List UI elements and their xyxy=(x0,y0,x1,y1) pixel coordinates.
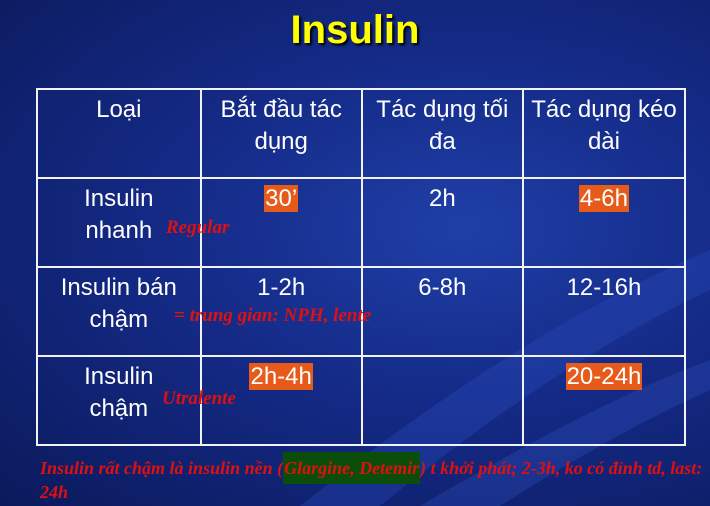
header-duration: Tác dụng kéo dài xyxy=(521,88,687,179)
row-onset: 30’ xyxy=(199,177,363,268)
row-peak: 2h xyxy=(360,177,524,268)
row-name: Insulin chậm xyxy=(36,355,202,446)
row-duration: 4-6h xyxy=(521,177,687,268)
table-row: Insulin bán chậm 1-2h 6-8h 12-16h xyxy=(36,266,687,357)
footer-text-after: ) t khởi phát; 2-3h, ko có đỉnh td, last… xyxy=(40,458,703,502)
slide-title: Insulin xyxy=(290,8,420,52)
header-type: Loại xyxy=(36,88,202,179)
duration-value: 20-24h xyxy=(565,363,643,390)
table-header-row: Loại Bắt đầu tác dụng Tác dụng tối đa Tá… xyxy=(36,88,687,179)
row-name: Insulin bán chậm xyxy=(36,266,202,357)
footer-note: Insulin rất chậm là insulin nền (Glargin… xyxy=(40,452,708,504)
header-peak: Tác dụng tối đa xyxy=(360,88,524,179)
onset-value: 2h-4h xyxy=(249,363,313,390)
row-name: Insulin nhanh xyxy=(36,177,202,268)
row-name-text: Insulin chậm xyxy=(84,363,154,422)
row-peak: 6-8h xyxy=(360,266,524,357)
table-row: Insulin nhanh 30’ 2h 4-6h xyxy=(36,177,687,268)
row-duration: 12-16h xyxy=(521,266,687,357)
row-duration: 20-24h xyxy=(521,355,687,446)
row-onset: 2h-4h xyxy=(199,355,363,446)
row-peak xyxy=(360,355,524,446)
row-onset: 1-2h xyxy=(199,266,363,357)
insulin-table: Loại Bắt đầu tác dụng Tác dụng tối đa Tá… xyxy=(36,88,687,446)
duration-value: 4-6h xyxy=(578,185,629,212)
footer-highlight: Glargine, Detemir xyxy=(283,452,421,484)
onset-value: 30’ xyxy=(264,185,299,212)
annotation-regular: Regular xyxy=(166,217,230,238)
row-name-text: Insulin nhanh xyxy=(84,185,154,244)
header-onset: Bắt đầu tác dụng xyxy=(199,88,363,179)
annotation-intermediate: = trung gian: NPH, lente xyxy=(174,305,372,326)
table-row: Insulin chậm 2h-4h 20-24h xyxy=(36,355,687,446)
footer-text-before: Insulin rất chậm là insulin nền ( xyxy=(40,458,284,478)
annotation-utralente: Utralente xyxy=(162,388,236,409)
